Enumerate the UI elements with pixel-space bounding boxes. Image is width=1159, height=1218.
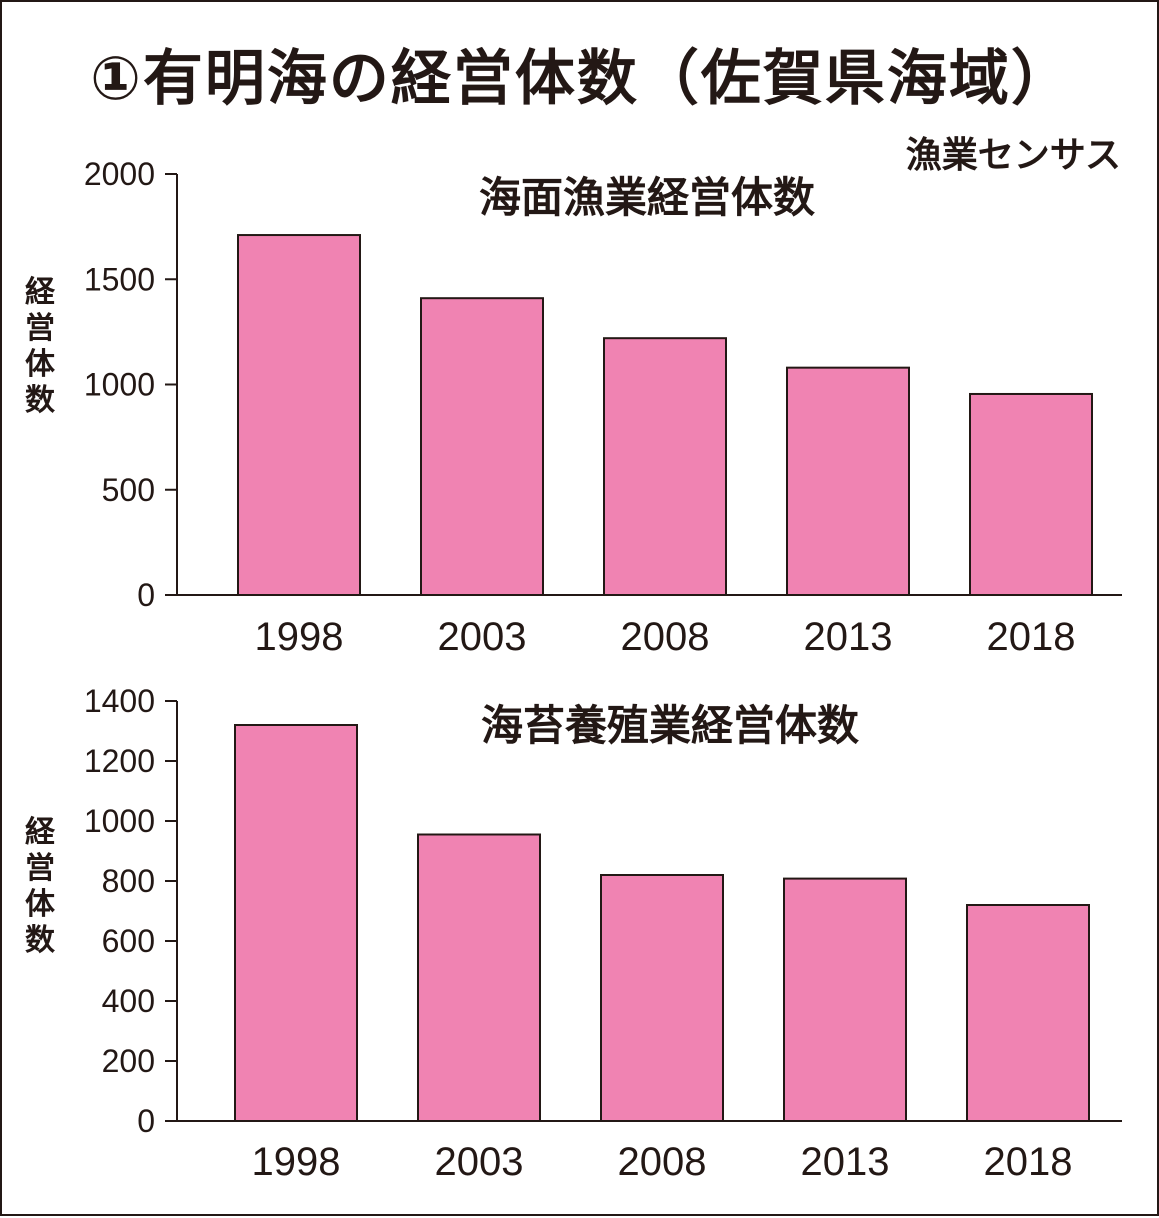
bar-2013 (783, 877, 907, 1122)
x-category-label: 2008 (621, 615, 710, 659)
x-category-label: 2013 (801, 1140, 890, 1184)
y-tick-label: 1000 (84, 803, 155, 839)
y-tick-label: 1000 (84, 367, 155, 403)
bar-2003 (420, 297, 544, 596)
source-note: 漁業センサス (905, 135, 1121, 176)
y-tick-label: 0 (137, 577, 155, 613)
chart-title: 海面漁業経営体数 (479, 173, 815, 222)
x-category-label: 2008 (618, 1140, 707, 1184)
y-tick-label: 2000 (84, 156, 155, 192)
y-tick-label: 800 (102, 863, 155, 899)
y-tick-label: 0 (137, 1103, 155, 1139)
bar-2008 (603, 337, 727, 596)
bar-1998 (237, 234, 361, 596)
bar-2018 (969, 392, 1093, 596)
y-tick-label: 600 (102, 923, 155, 959)
y-tick-label: 200 (102, 1043, 155, 1079)
y-tick-label: 1500 (84, 261, 155, 297)
bar-2008 (600, 874, 724, 1122)
y-tick-label: 1400 (84, 683, 155, 719)
y-tick-label: 400 (102, 983, 155, 1019)
x-category-label: 2018 (984, 1140, 1073, 1184)
x-category-label: 2003 (435, 1140, 524, 1184)
bar-2003 (417, 833, 541, 1122)
x-category-label: 2003 (438, 615, 527, 659)
x-category-label: 1998 (252, 1140, 341, 1184)
x-category-label: 2018 (987, 615, 1076, 659)
main-title: ①有明海の経営体数（佐賀県海域） (90, 44, 1073, 114)
y-axis-label: 経営体数 (25, 275, 56, 418)
bar-1998 (234, 724, 358, 1122)
y-tick-label: 500 (102, 472, 155, 508)
x-category-label: 2013 (804, 615, 893, 659)
y-tick-label: 1200 (84, 743, 155, 779)
chart-title: 海苔養殖業経営体数 (481, 701, 859, 750)
bar-2018 (966, 904, 1090, 1122)
bar-2013 (786, 366, 910, 596)
x-category-label: 1998 (255, 615, 344, 659)
y-axis-label: 経営体数 (25, 815, 56, 958)
